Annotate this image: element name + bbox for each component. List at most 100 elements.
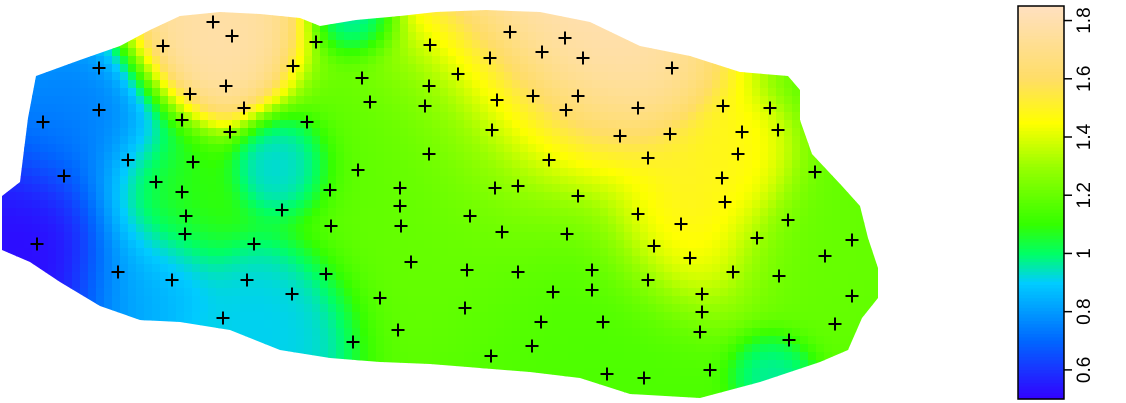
surface-cell (672, 296, 681, 305)
surface-cell (328, 80, 337, 89)
surface-cell (248, 16, 257, 25)
surface-cell (496, 72, 505, 81)
surface-cell (312, 176, 321, 185)
surface-cell (856, 40, 865, 49)
surface-cell (808, 256, 817, 265)
surface-cell (408, 256, 417, 265)
surface-cell (272, 56, 281, 65)
surface-cell (216, 0, 225, 9)
surface-cell (392, 240, 401, 249)
surface-cell (32, 352, 41, 361)
surface-cell (160, 176, 169, 185)
surface-cell (80, 208, 89, 217)
surface-cell (320, 88, 329, 97)
surface-cell (344, 344, 353, 353)
surface-cell (72, 184, 81, 193)
surface-cell (776, 104, 785, 113)
surface-cell (152, 48, 161, 57)
surface-cell (448, 320, 457, 329)
surface-cell (440, 40, 449, 49)
surface-cell (848, 24, 857, 33)
surface-cell (600, 224, 609, 233)
surface-cell (816, 104, 825, 113)
surface-cell (120, 216, 129, 225)
surface-cell (512, 160, 521, 169)
surface-cell (648, 280, 657, 289)
surface-cell (840, 48, 849, 57)
surface-cell (144, 336, 153, 345)
surface-cell (448, 192, 457, 201)
surface-cell (184, 0, 193, 9)
surface-cell (112, 248, 121, 257)
surface-cell (120, 184, 129, 193)
surface-cell (240, 192, 249, 201)
surface-cell (728, 112, 737, 121)
surface-cell (200, 328, 209, 337)
surface-cell (112, 0, 121, 9)
surface-cell (616, 176, 625, 185)
surface-cell (72, 88, 81, 97)
surface-cell (80, 120, 89, 129)
surface-cell (808, 64, 817, 73)
surface-cell (216, 288, 225, 297)
surface-cell (288, 48, 297, 57)
surface-cell (160, 10, 169, 17)
surface-cell (784, 240, 793, 249)
surface-cell (656, 296, 665, 305)
surface-cell (824, 80, 833, 89)
surface-cell (24, 80, 33, 89)
surface-cell (376, 56, 385, 65)
surface-cell (504, 176, 513, 185)
surface-cell (8, 296, 17, 305)
surface-cell (200, 80, 209, 89)
surface-cell (448, 128, 457, 137)
surface-cell (320, 256, 329, 265)
surface-cell (120, 256, 129, 265)
surface-cell (608, 192, 617, 201)
surface-cell (496, 10, 505, 17)
surface-cell (688, 0, 697, 9)
surface-cell (296, 232, 305, 241)
surface-cell (184, 48, 193, 57)
surface-cell (144, 200, 153, 209)
surface-cell (840, 256, 849, 265)
surface-cell (200, 352, 209, 361)
surface-cell (240, 32, 249, 41)
surface-cell (536, 112, 545, 121)
surface-cell (152, 144, 161, 153)
surface-cell (296, 344, 305, 353)
surface-cell (104, 288, 113, 297)
surface-cell (608, 288, 617, 297)
surface-cell (32, 232, 41, 241)
surface-cell (328, 88, 337, 97)
surface-cell (16, 136, 25, 145)
surface-cell (736, 136, 745, 145)
surface-cell (832, 272, 841, 281)
surface-cell (360, 280, 369, 289)
surface-cell (408, 144, 417, 153)
surface-cell (184, 32, 193, 41)
surface-cell (264, 104, 273, 113)
surface-cell (256, 288, 265, 297)
surface-cell (608, 72, 617, 81)
surface-cell (448, 256, 457, 265)
surface-cell (504, 192, 513, 201)
surface-cell (440, 64, 449, 73)
surface-cell (816, 184, 825, 193)
surface-cell (848, 208, 857, 217)
surface-cell (272, 224, 281, 233)
surface-cell (2, 48, 9, 57)
surface-cell (40, 168, 49, 177)
surface-cell (392, 304, 401, 313)
surface-cell (368, 40, 377, 49)
surface-cell (328, 112, 337, 121)
surface-cell (112, 336, 121, 345)
surface-cell (40, 256, 49, 265)
surface-cell (504, 72, 513, 81)
surface-cell (768, 56, 777, 65)
surface-cell (96, 168, 105, 177)
surface-cell (384, 240, 393, 249)
surface-cell (288, 160, 297, 169)
surface-cell (280, 296, 289, 305)
surface-cell (184, 336, 193, 345)
